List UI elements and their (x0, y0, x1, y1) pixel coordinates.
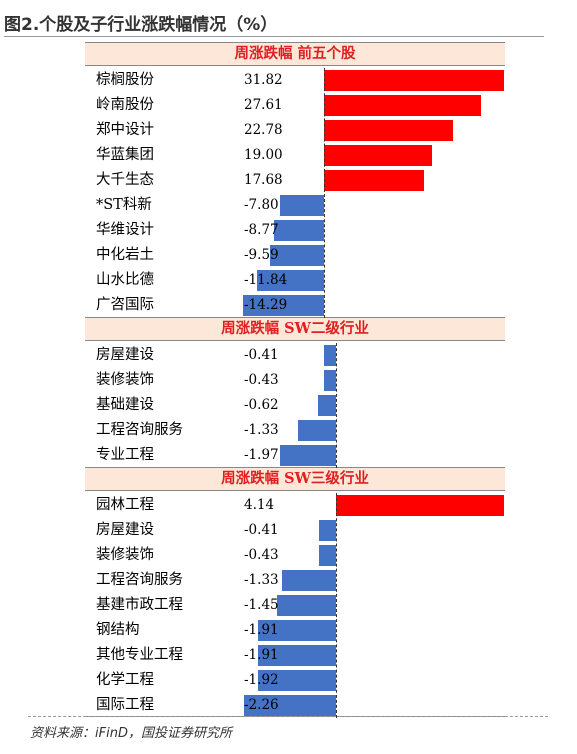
category-label: 郑中设计 (96, 122, 154, 138)
panel-top-rule (85, 317, 505, 318)
bar-negative (279, 195, 324, 216)
bar-negative (318, 395, 336, 416)
panel-header-rule (85, 65, 505, 66)
bar-negative (280, 445, 336, 466)
value-label: -0.43 (244, 372, 279, 388)
category-label: 专业工程 (96, 447, 154, 463)
value-label: 27.61 (244, 97, 283, 113)
category-label: 园林工程 (96, 497, 154, 513)
category-label: 其他专业工程 (96, 647, 183, 663)
category-label: 工程咨询服务 (96, 422, 183, 438)
bar-positive (336, 495, 505, 516)
category-label: 大千生态 (96, 172, 154, 188)
bar-negative (242, 295, 324, 316)
category-label: 基础建设 (96, 397, 154, 413)
value-label: -0.43 (244, 547, 279, 563)
zero-axis-line (336, 343, 337, 468)
bar-negative (258, 670, 336, 691)
bar-negative (256, 270, 324, 291)
bar-negative (269, 245, 324, 266)
value-label: -2.26 (244, 697, 279, 713)
panel-header-1: 周涨跌幅 前五个股 (85, 43, 505, 65)
bar-negative (258, 620, 336, 641)
value-label: 22.78 (244, 122, 283, 138)
panel-header-rule (85, 340, 505, 341)
category-label: 棕榈股份 (96, 72, 154, 88)
category-label: 华维设计 (96, 222, 154, 238)
bar-negative (319, 520, 336, 541)
bar-positive (324, 120, 454, 141)
bar-positive (324, 170, 425, 191)
title-underline (4, 36, 544, 37)
value-label: -1.91 (244, 622, 279, 638)
bar-negative (323, 370, 336, 391)
value-label: 31.82 (244, 72, 283, 88)
value-label: -0.62 (244, 397, 279, 413)
value-label: 19.00 (244, 147, 283, 163)
category-label: 房屋建设 (96, 347, 154, 363)
category-label: 工程咨询服务 (96, 572, 183, 588)
value-label: -1.92 (244, 672, 279, 688)
value-label: -1.33 (244, 422, 279, 438)
zero-axis-line (336, 493, 337, 718)
category-label: 房屋建设 (96, 522, 154, 538)
bar-negative (258, 645, 336, 666)
footer-divider (28, 716, 548, 717)
category-label: 华蓝集团 (96, 147, 154, 163)
panel-header-2: 周涨跌幅 SW二级行业 (85, 318, 505, 340)
category-label: 国际工程 (96, 697, 154, 713)
category-label: 中化岩土 (96, 247, 154, 263)
bar-negative (274, 220, 324, 241)
source-note: 资料来源：iFinD，国投证券研究所 (30, 726, 232, 741)
value-label: 17.68 (244, 172, 283, 188)
figure-title: 图2.个股及子行业涨跌幅情况（%） (4, 15, 278, 35)
value-label: -0.41 (244, 347, 279, 363)
panel-header-3: 周涨跌幅 SW三级行业 (85, 468, 505, 490)
value-label: -14.29 (244, 297, 288, 313)
category-label: 岭南股份 (96, 97, 154, 113)
category-label: 山水比德 (96, 272, 154, 288)
value-label: -9.59 (244, 247, 279, 263)
bar-negative (324, 345, 336, 366)
value-label: -1.97 (244, 447, 279, 463)
value-label: -1.45 (244, 597, 279, 613)
category-label: 钢结构 (96, 622, 140, 638)
bar-positive (324, 95, 481, 116)
category-label: *ST科新 (96, 197, 152, 213)
panel-header-rule (85, 490, 505, 491)
value-label: -1.33 (244, 572, 279, 588)
value-label: -7.80 (244, 197, 279, 213)
value-label: 4.14 (244, 497, 275, 513)
bar-negative (282, 570, 336, 591)
bar-positive (324, 70, 505, 91)
category-label: 装修装饰 (96, 547, 154, 563)
value-label: -11.84 (244, 272, 288, 288)
panel-top-rule (85, 467, 505, 468)
category-label: 装修装饰 (96, 372, 154, 388)
value-label: -0.41 (244, 522, 279, 538)
category-label: 广咨国际 (96, 297, 154, 313)
panel-top-rule (85, 42, 505, 43)
category-label: 化学工程 (96, 672, 154, 688)
bar-negative (277, 595, 336, 616)
value-label: -1.91 (244, 647, 279, 663)
value-label: -8.77 (244, 222, 279, 238)
zero-axis-line (324, 68, 325, 318)
bar-positive (324, 145, 432, 166)
bar-negative (298, 420, 336, 441)
category-label: 基建市政工程 (96, 597, 183, 613)
bar-negative (244, 695, 336, 716)
bar-negative (318, 545, 336, 566)
